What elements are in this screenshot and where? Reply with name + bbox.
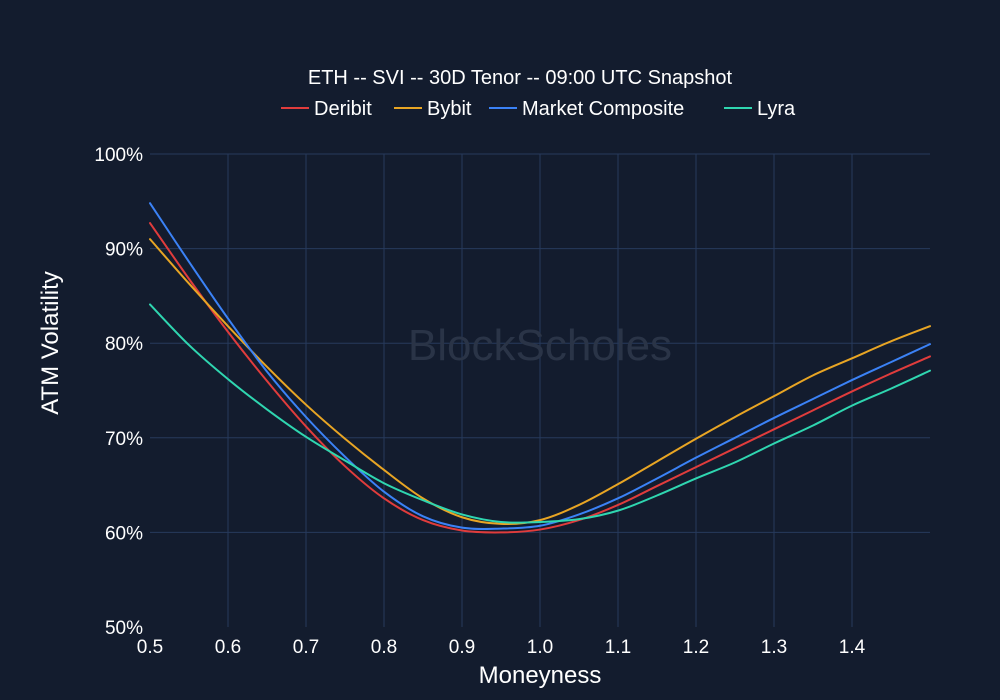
y-tick-label: 80%: [105, 334, 143, 355]
y-axis-ticks: 50% 60% 70% 80% 90% 100%: [94, 145, 143, 639]
grid-lines: [150, 153, 930, 627]
series-line-lyra: [149, 303, 931, 524]
x-tick-label: 0.9: [449, 637, 475, 658]
y-tick-label: 60%: [105, 523, 143, 544]
x-tick-label: 0.5: [137, 637, 163, 658]
x-tick-label: 0.6: [215, 637, 241, 658]
chart-title: ETH -- SVI -- 30D Tenor -- 09:00 UTC Sna…: [308, 67, 733, 89]
x-tick-label: 1.3: [761, 637, 787, 658]
series-line-market-composite: [149, 202, 931, 531]
x-axis-title: Moneyness: [479, 662, 602, 689]
y-tick-label: 100%: [94, 145, 143, 166]
y-tick-label: 50%: [105, 618, 143, 639]
y-tick-label: 70%: [105, 429, 143, 450]
y-axis-title: ATM Volatility: [37, 271, 64, 415]
watermark-text: BlockScholes: [408, 321, 672, 370]
y-tick-label: 90%: [105, 240, 143, 261]
legend-label-lyra: Lyra: [757, 98, 796, 120]
series-line-bybit: [149, 238, 931, 525]
x-tick-label: 1.1: [605, 637, 631, 658]
x-tick-label: 1.0: [527, 637, 553, 658]
x-tick-label: 0.7: [293, 637, 319, 658]
plot-area: [149, 202, 931, 534]
x-axis-ticks: 0.5 0.6 0.7 0.8 0.9 1.0 1.1 1.2 1.3 1.4: [137, 637, 866, 658]
x-tick-label: 0.8: [371, 637, 397, 658]
x-tick-label: 1.4: [839, 637, 866, 658]
legend: Deribit Bybit Market Composite Lyra: [281, 98, 796, 120]
x-tick-label: 1.2: [683, 637, 709, 658]
series-line-deribit: [149, 222, 931, 534]
legend-label-bybit: Bybit: [427, 98, 472, 120]
legend-label-deribit: Deribit: [314, 98, 372, 120]
legend-label-market-composite: Market Composite: [522, 98, 684, 120]
